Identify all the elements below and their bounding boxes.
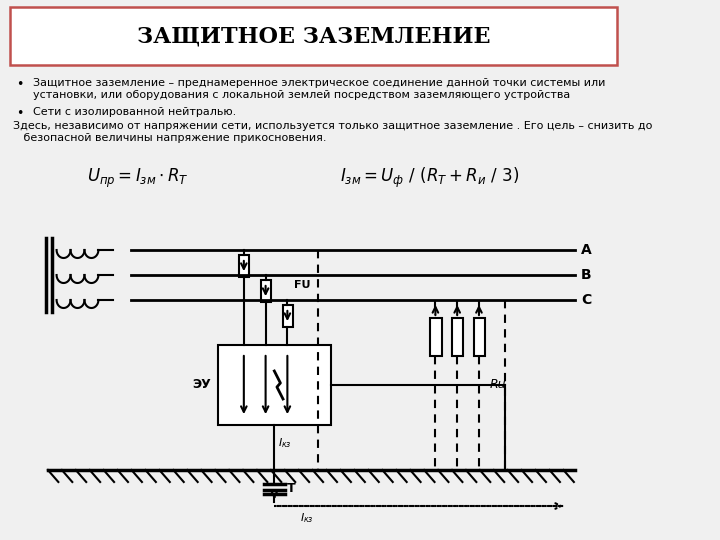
Bar (261, 280, 271, 302)
Text: $I_{кз}$: $I_{кз}$ (278, 436, 292, 450)
Bar (217, 345, 331, 425)
Bar (452, 318, 463, 356)
Bar (240, 255, 249, 277)
Text: Ru: Ru (490, 379, 506, 392)
Text: ЗАЩИТНОЕ ЗАЗЕМЛЕНИЕ: ЗАЩИТНОЕ ЗАЗЕМЛЕНИЕ (137, 26, 490, 48)
Text: Защитное заземление – преднамеренное электрическое соединение данной точки систе: Защитное заземление – преднамеренное эле… (26, 78, 606, 99)
Text: $U_{пр} = I_{зм} \cdot R_{Т}$: $U_{пр} = I_{зм} \cdot R_{Т}$ (87, 166, 189, 190)
Bar (474, 318, 485, 356)
Bar (283, 305, 292, 327)
Text: ЭУ: ЭУ (192, 379, 211, 392)
Bar (11, 7, 616, 65)
Text: •: • (16, 107, 23, 120)
Text: B: B (581, 268, 591, 282)
Text: C: C (581, 293, 591, 307)
Text: T: T (287, 483, 296, 496)
Text: $I_{зм} = U_{ф}\ /\ (R_{Т} + R_{и}\ /\ 3)$: $I_{зм} = U_{ф}\ /\ (R_{Т} + R_{и}\ /\ 3… (340, 166, 519, 190)
Text: •: • (16, 78, 23, 91)
Bar (430, 318, 441, 356)
Text: Здесь, независимо от напряжении сети, используется только защитное заземление . : Здесь, независимо от напряжении сети, ис… (13, 121, 652, 143)
Text: $I_{кз}$: $I_{кз}$ (300, 511, 314, 525)
Text: FU: FU (294, 280, 311, 290)
Text: Сети с изолированной нейтралью.: Сети с изолированной нейтралью. (26, 107, 236, 117)
Text: A: A (581, 243, 592, 257)
